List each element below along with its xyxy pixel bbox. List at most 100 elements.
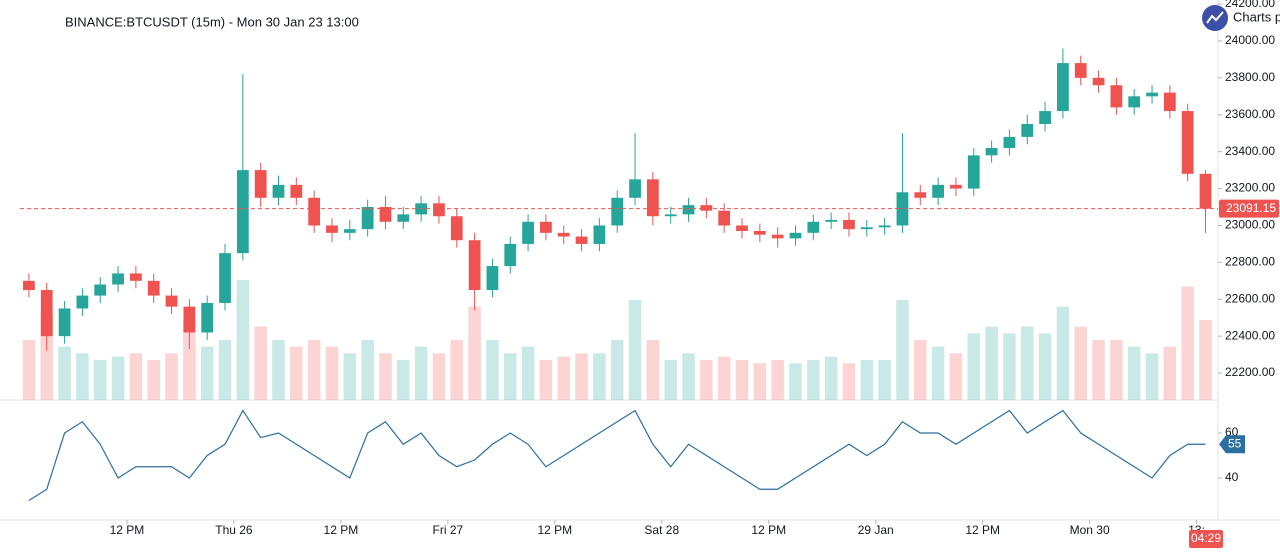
candle-body: [807, 221, 820, 233]
y-tick-label: 22200.00: [1225, 365, 1275, 379]
candle-body: [379, 207, 392, 222]
volume-bar: [842, 363, 856, 400]
volume-bar: [985, 326, 998, 400]
candle-body: [1181, 111, 1194, 174]
candle-body: [397, 214, 410, 222]
volume-bar: [1181, 286, 1194, 400]
candle-body: [950, 184, 962, 189]
x-tick-label: 12 PM: [537, 523, 572, 537]
candle-body: [611, 197, 624, 226]
candle-body: [201, 302, 214, 333]
volume-bar: [1092, 340, 1105, 400]
volume-bar: [1021, 326, 1034, 400]
candle-body: [753, 230, 766, 235]
volume-bar: [486, 340, 499, 400]
volume-bar: [557, 356, 570, 400]
candle-body: [646, 179, 659, 217]
candle-body: [985, 147, 998, 156]
time-box: [1189, 530, 1223, 548]
y-tick-label: 23200.00: [1225, 181, 1275, 195]
volume-bar: [771, 360, 784, 400]
candle-body: [825, 219, 838, 222]
candle-body: [1003, 136, 1016, 148]
rsi-line: [28, 409, 1206, 501]
volume-bar: [967, 333, 981, 400]
candle-body: [433, 203, 445, 217]
brand-logo-icon: [1206, 11, 1224, 24]
candle-body: [575, 236, 588, 244]
x-tick-label: 12 PM: [324, 523, 359, 537]
volume-bar: [1163, 346, 1177, 400]
y-tick-label: 23800.00: [1225, 70, 1275, 84]
volume-bar: [914, 340, 927, 400]
candle-body: [254, 170, 267, 198]
volume-bar: [1199, 320, 1212, 400]
candle-body: [860, 227, 873, 230]
y-tick-label: 23400.00: [1225, 144, 1275, 158]
candle-body: [718, 210, 731, 226]
candle-body: [219, 253, 231, 303]
x-tick-label: Fri 27: [433, 523, 464, 537]
volume-bar: [129, 353, 143, 400]
brand-text[interactable]: Charts p: [1233, 9, 1280, 24]
chart-title: BINANCE:BTCUSDT (15m) - Mon 30 Jan 23 13…: [65, 14, 359, 29]
x-tick-label: 12 PM: [751, 523, 786, 537]
candle-body: [486, 266, 499, 291]
volume-bar: [111, 356, 125, 400]
candle-body: [94, 284, 107, 296]
candle-body: [147, 280, 160, 296]
x-tick-label: Sat 28: [644, 523, 679, 537]
candle-body: [236, 170, 249, 254]
candle-body: [664, 214, 677, 217]
candle-body: [308, 197, 321, 226]
candle-body: [914, 192, 927, 198]
candle-body: [326, 225, 338, 233]
candle-body: [1039, 111, 1051, 124]
candle-body: [1110, 85, 1123, 108]
volume-bar: [575, 353, 588, 400]
volume-bar: [325, 346, 339, 400]
volume-bar: [379, 353, 392, 400]
volume-bar: [254, 326, 267, 400]
candle-body: [1128, 96, 1141, 108]
y-tick-label: 22400.00: [1225, 328, 1275, 342]
volume-bar: [521, 346, 535, 400]
candle-body: [593, 225, 606, 244]
rsi-last-box: [1219, 435, 1245, 454]
candle-body: [468, 240, 481, 291]
candle-body: [700, 205, 713, 211]
volume-bar: [147, 360, 160, 400]
volume-bar: [682, 353, 695, 400]
volume-bar: [22, 340, 36, 400]
candle-body: [450, 216, 463, 241]
y-tick-label: 24200.00: [1225, 0, 1275, 10]
last-price-label: 23091.15: [1226, 201, 1276, 215]
volume-bar: [414, 346, 428, 400]
candle-body: [504, 243, 517, 267]
y-tick-label: 22600.00: [1225, 291, 1275, 305]
volume-bar: [1056, 306, 1070, 400]
volume-bar: [1145, 353, 1159, 400]
volume-bar: [76, 353, 89, 400]
candle-body: [736, 225, 748, 231]
volume-bar: [290, 346, 303, 400]
volume-bar: [735, 360, 749, 400]
candle-body: [540, 221, 552, 233]
x-tick-label: Thu 26: [215, 523, 253, 537]
candle-body: [557, 232, 570, 237]
candle-body: [843, 219, 855, 230]
candle-body: [1163, 92, 1176, 112]
volume-bar: [236, 280, 250, 400]
volume-bar: [58, 346, 71, 400]
volume-bar: [860, 360, 874, 400]
rsi-last-label: 55: [1228, 436, 1242, 450]
candle-body: [1092, 77, 1105, 86]
candle-body: [361, 207, 374, 230]
volume-bar: [1003, 333, 1016, 400]
y-tick-label: 23000.00: [1225, 218, 1275, 232]
candle-body: [932, 184, 944, 198]
volume-bar: [646, 340, 660, 400]
volume-bar: [272, 340, 285, 400]
